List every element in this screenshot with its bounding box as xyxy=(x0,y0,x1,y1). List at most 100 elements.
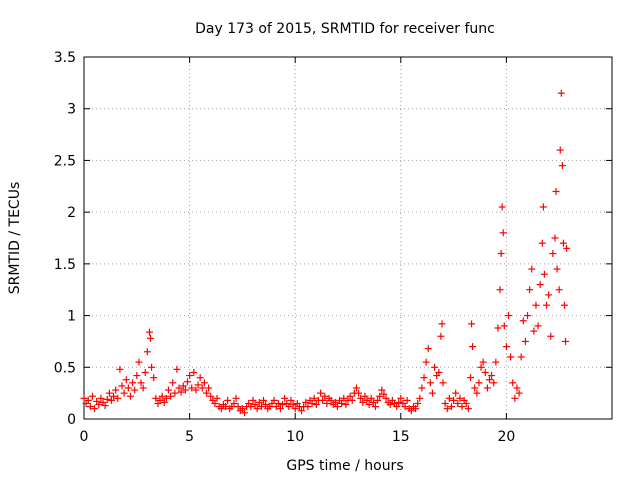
data-point xyxy=(509,379,517,387)
x-axis-ticks: 0 5 10 15 20 xyxy=(80,57,515,445)
data-point xyxy=(194,381,202,389)
data-point xyxy=(486,376,494,384)
data-point xyxy=(179,382,187,390)
data-point xyxy=(150,374,158,382)
data-point xyxy=(279,401,287,409)
data-point xyxy=(534,322,542,330)
data-point xyxy=(515,389,523,397)
data-point xyxy=(260,396,268,404)
grid-lines xyxy=(84,57,612,419)
data-point xyxy=(255,398,263,406)
data-point xyxy=(543,301,551,309)
data-point xyxy=(393,403,401,411)
data-point xyxy=(270,396,278,404)
data-point xyxy=(317,389,325,397)
data-point xyxy=(298,407,306,415)
data-point xyxy=(222,403,230,411)
data-point xyxy=(532,301,540,309)
data-point xyxy=(126,392,134,400)
data-point xyxy=(247,403,255,411)
data-point xyxy=(371,403,379,411)
data-point xyxy=(426,379,434,387)
data-point xyxy=(158,392,166,400)
data-point xyxy=(251,401,259,409)
data-point xyxy=(333,403,341,411)
data-point xyxy=(397,394,405,402)
data-point xyxy=(152,394,160,402)
data-point xyxy=(483,384,491,392)
data-point xyxy=(528,265,536,273)
data-point xyxy=(310,394,318,402)
data-point xyxy=(348,396,356,404)
x-axis-label: GPS time / hours xyxy=(286,458,403,474)
data-point xyxy=(536,281,544,289)
data-point xyxy=(497,250,505,258)
data-point xyxy=(439,379,447,387)
data-point xyxy=(363,396,371,404)
data-point xyxy=(357,394,365,402)
data-point xyxy=(198,384,206,392)
data-point xyxy=(468,320,476,328)
data-point xyxy=(557,89,565,97)
data-point xyxy=(114,394,122,402)
data-point xyxy=(112,386,120,394)
data-point xyxy=(86,403,94,411)
data-point xyxy=(374,396,382,404)
data-point xyxy=(395,398,403,406)
data-point xyxy=(424,345,432,353)
data-point xyxy=(107,396,115,404)
data-point xyxy=(200,379,208,387)
data-point xyxy=(342,401,350,409)
data-point xyxy=(291,405,299,413)
y-tick-label: 0.5 xyxy=(54,360,76,376)
data-point xyxy=(95,401,103,409)
data-point xyxy=(173,365,181,373)
data-point xyxy=(452,389,460,397)
data-point xyxy=(367,394,375,402)
data-point xyxy=(545,291,553,299)
data-point xyxy=(517,353,525,361)
data-point xyxy=(139,384,147,392)
data-point xyxy=(116,365,124,373)
data-point xyxy=(431,363,439,371)
data-point xyxy=(141,368,149,376)
data-point xyxy=(91,405,99,413)
y-axis-ticks: 0 0.5 1 1.5 2 2.5 3 3.5 xyxy=(54,50,612,428)
data-point xyxy=(352,384,360,392)
data-point xyxy=(441,399,449,407)
data-point xyxy=(558,162,566,170)
data-point xyxy=(477,363,485,371)
data-point xyxy=(103,395,111,403)
data-point xyxy=(369,398,377,406)
data-point xyxy=(257,403,265,411)
data-point xyxy=(498,203,506,211)
data-point xyxy=(323,399,331,407)
data-point xyxy=(500,322,508,330)
data-point xyxy=(511,394,519,402)
data-point xyxy=(407,407,415,415)
data-point xyxy=(547,332,555,340)
data-point xyxy=(177,388,185,396)
data-point xyxy=(540,270,548,278)
y-axis-label: SRMTID / TECUs xyxy=(7,182,23,295)
data-point xyxy=(120,389,128,397)
data-point xyxy=(327,396,335,404)
data-point xyxy=(131,386,139,394)
data-point xyxy=(553,265,561,273)
data-point xyxy=(549,250,557,258)
data-point xyxy=(217,405,225,413)
data-point xyxy=(340,394,348,402)
data-point xyxy=(148,363,156,371)
data-point xyxy=(530,327,538,335)
data-point xyxy=(365,401,373,409)
data-point xyxy=(169,379,177,387)
data-point xyxy=(289,401,297,409)
data-point xyxy=(437,332,445,340)
data-point xyxy=(285,403,293,411)
data-point xyxy=(471,384,479,392)
data-point xyxy=(438,320,446,328)
data-points xyxy=(80,89,571,417)
data-point xyxy=(253,405,261,413)
data-point xyxy=(80,394,88,402)
